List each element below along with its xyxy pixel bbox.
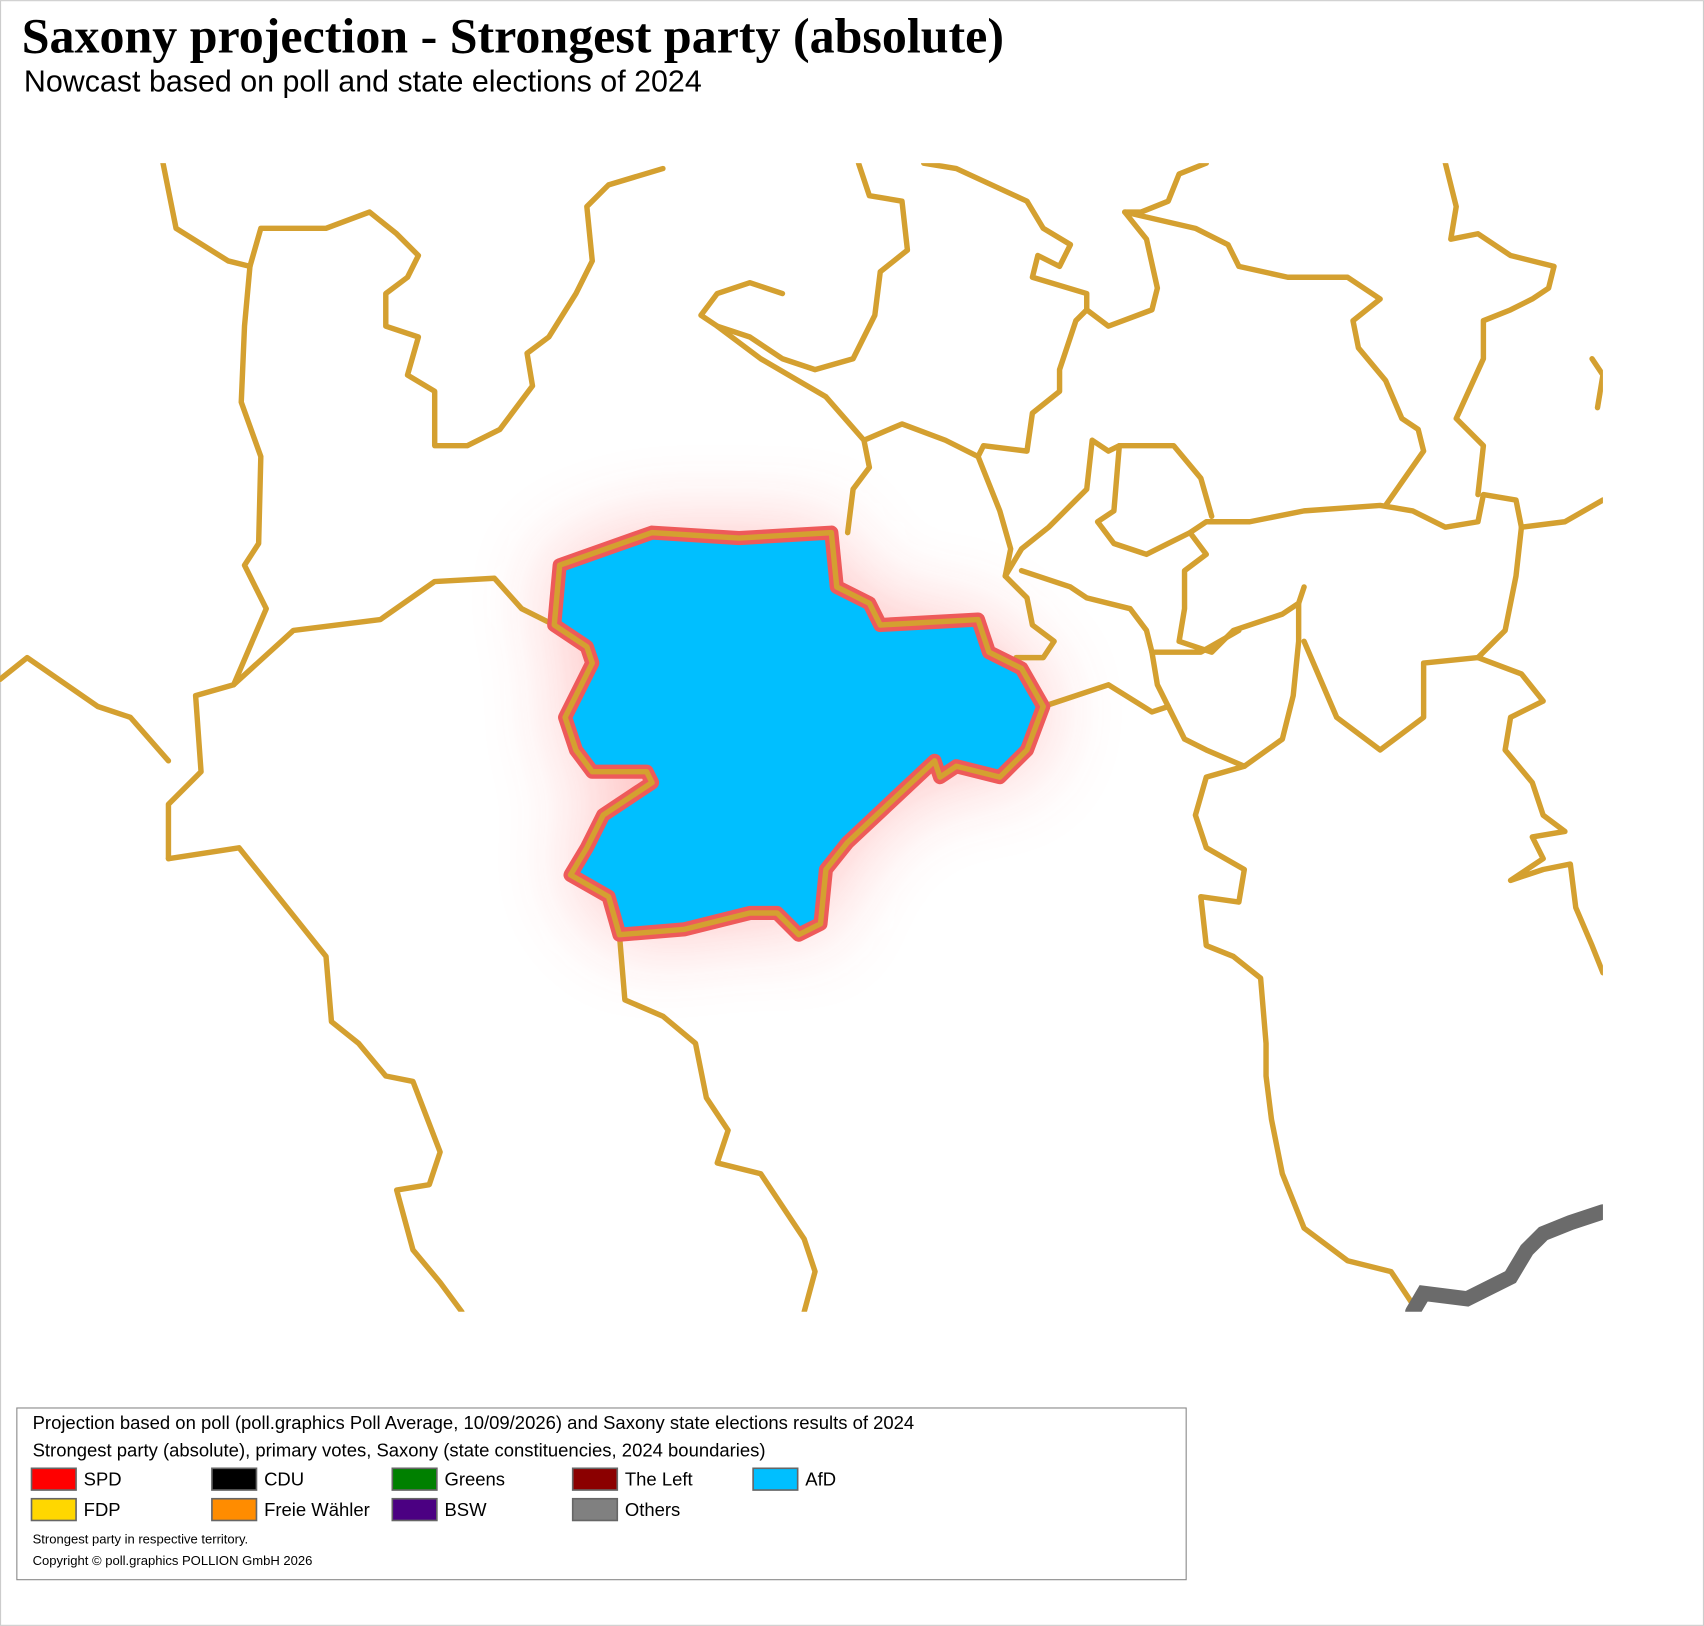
legend-label: FDP: [84, 1499, 121, 1520]
legend-label: Greens: [444, 1469, 505, 1490]
legend-label: Freie Wähler: [264, 1499, 370, 1520]
legend-swatch: [211, 1497, 258, 1522]
legend-swatch: [391, 1467, 438, 1491]
legend-note: Copyright © poll.graphics POLLION GmbH 2…: [33, 1553, 313, 1568]
legend-swatch: [571, 1497, 619, 1522]
legend-line: Strongest party (absolute), primary vote…: [33, 1439, 766, 1460]
legend-label: Others: [625, 1499, 680, 1520]
map: [0, 163, 1603, 1312]
legend-label: SPD: [84, 1469, 122, 1490]
subtitle: Nowcast based on poll and state election…: [24, 64, 702, 98]
legend-note: Strongest party in respective territory.: [33, 1531, 249, 1546]
legend-box: [16, 1407, 1187, 1581]
legend: Projection based on poll (poll.graphics …: [30, 1412, 915, 1568]
legend-swatch: [211, 1467, 258, 1491]
legend-swatch: [752, 1467, 799, 1491]
title: Saxony projection - Strongest party (abs…: [22, 7, 1004, 63]
legend-label: BSW: [444, 1499, 487, 1520]
legend-label: The Left: [625, 1469, 693, 1490]
legend-line: Projection based on poll (poll.graphics …: [33, 1412, 915, 1433]
legend-swatch: [30, 1497, 77, 1522]
boundaries: [0, 163, 1603, 1312]
legend-swatch: [571, 1467, 619, 1491]
legend-label: CDU: [264, 1469, 304, 1490]
legend-swatch: [391, 1497, 438, 1522]
legend-swatch: [30, 1467, 77, 1491]
legend-label: AfD: [805, 1469, 836, 1490]
